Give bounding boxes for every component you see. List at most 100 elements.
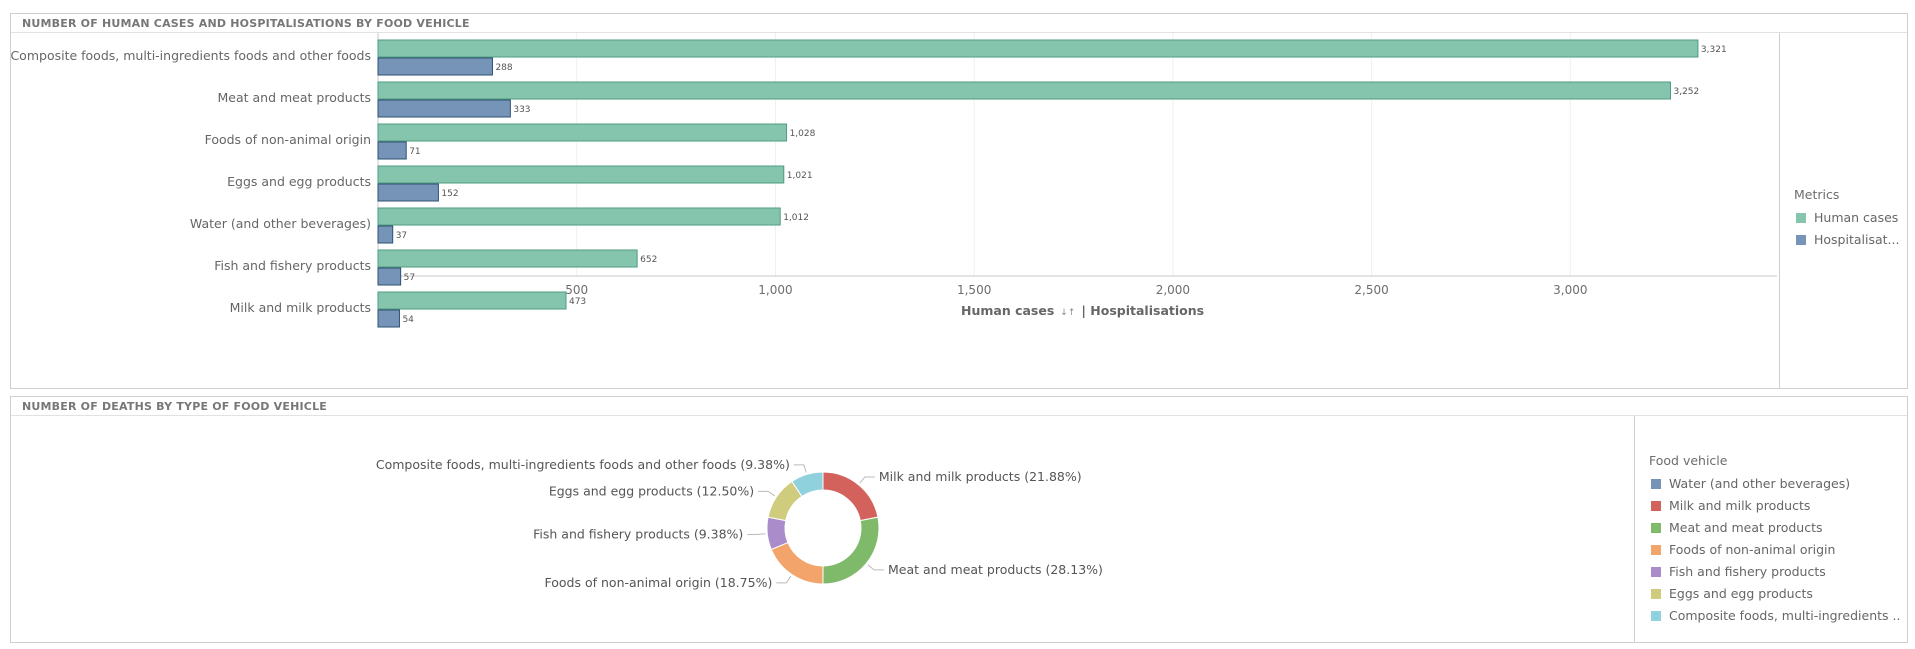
legend-label: Milk and milk products [1669,498,1811,513]
legend-item-food-vehicle[interactable]: Milk and milk products [1651,498,1901,513]
legend-label: Fish and fishery products [1669,564,1826,579]
bar-value-label: 54 [402,315,414,325]
x-tick-label: 3,000 [1553,283,1587,297]
title-rule [11,415,1907,416]
bar-human-cases[interactable] [377,123,788,142]
legend-swatch [1651,479,1661,489]
bar-value-label: 333 [513,105,530,115]
deaths-panel: NUMBER OF DEATHS BY TYPE OF FOOD VEHICLE… [10,396,1908,643]
bar-value-label: 288 [495,63,512,73]
food-vehicle-legend-title: Food vehicle [1649,453,1728,468]
legend-label: Water (and other beverages) [1669,476,1851,491]
slice-leader-line [867,564,885,571]
bar-human-cases[interactable] [377,249,638,268]
slice-leader-line [747,533,766,535]
slice-label: Milk and milk products (21.88%) [879,469,1082,484]
x-axis-title-hosp[interactable]: Hospitalisations [1090,303,1205,318]
sort-icon[interactable]: ↓↑ [1060,308,1076,318]
legend-item-food-vehicle[interactable]: Composite foods, multi-ingredients ... [1651,608,1901,623]
legend-swatch [1651,501,1661,511]
donut-slice[interactable] [822,516,880,585]
legend-item-human-cases[interactable]: Human cases [1796,210,1906,225]
donut-chart: Milk and milk products (21.88%) Meat and … [376,457,1103,590]
legend-divider [1779,33,1780,388]
legend-label: Meat and meat products [1669,520,1823,535]
bar-hospitalisations[interactable] [377,183,439,202]
bar-value-label: 1,021 [787,171,813,181]
bar-hospitalisations[interactable] [377,141,407,160]
pie-chart-title: NUMBER OF DEATHS BY TYPE OF FOOD VEHICLE [22,400,327,413]
legend-swatch [1796,235,1806,245]
legend-swatch [1651,611,1661,621]
x-tick-label: 500 [565,283,588,297]
bar-value-label: 3,321 [1701,45,1727,55]
bar-value-label: 37 [396,231,407,241]
slice-leader-line [776,575,792,584]
category-label: Fish and fishery products [214,258,371,273]
legend-item-food-vehicle[interactable]: Eggs and egg products [1651,586,1901,601]
donut-slice[interactable] [791,471,824,498]
bar-human-cases[interactable] [377,81,1671,100]
bar-value-label: 652 [640,255,657,265]
slice-label: Meat and meat products (28.13%) [888,562,1103,577]
bar-human-cases[interactable] [377,207,781,226]
bar-hospitalisations[interactable] [377,309,400,328]
legend-swatch [1651,523,1661,533]
category-label: Composite foods, multi-ingredients foods… [11,48,371,63]
x-axis-title: Human cases ↓↑ | Hospitalisations [961,303,1205,318]
bar-value-label: 152 [441,189,458,199]
legend-item-food-vehicle[interactable]: Foods of non-animal origin [1651,542,1901,557]
bar-value-label: 3,252 [1673,87,1699,97]
legend-item-food-vehicle[interactable]: Fish and fishery products [1651,564,1901,579]
bar-hospitalisations[interactable] [377,267,402,286]
bar-human-cases[interactable] [377,39,1699,58]
legend-label: Eggs and egg products [1669,586,1813,601]
slice-leader-line [758,490,776,497]
legend-swatch [1651,545,1661,555]
x-axis-title-cases[interactable]: Human cases [961,303,1055,318]
legend-swatch [1796,213,1806,223]
category-label: Meat and meat products [218,90,372,105]
bar-human-cases[interactable] [377,165,785,184]
slice-label: Eggs and egg products (12.50%) [549,483,754,498]
donut-slice[interactable] [770,541,824,585]
x-tick-label: 2,500 [1354,283,1388,297]
donut-slice[interactable] [822,471,879,522]
category-label: Water (and other beverages) [190,216,371,231]
bar-value-label: 1,028 [790,129,816,139]
legend-swatch [1651,567,1661,577]
x-tick-label: 1,000 [758,283,792,297]
legend-label: Composite foods, multi-ingredients ... [1669,608,1901,623]
legend-swatch [1651,589,1661,599]
category-label: Foods of non-animal origin [205,132,371,147]
legend-label: Human cases [1814,210,1899,225]
x-tick-label: 2,000 [1156,283,1190,297]
bar-hospitalisations[interactable] [377,57,493,76]
bar-value-label: 1,012 [783,213,809,223]
title-rule [11,32,1907,33]
x-tick-label: 1,500 [957,283,991,297]
bar-hospitalisations[interactable] [377,99,511,118]
bar-value-label: 473 [569,297,586,307]
slice-label: Composite foods, multi-ingredients foods… [376,457,790,472]
legend-item-food-vehicle[interactable]: Water (and other beverages) [1651,476,1901,491]
legend-label: Hospitalisat... [1814,232,1900,247]
cases-hospitalisations-panel: NUMBER OF HUMAN CASES AND HOSPITALISATIO… [10,13,1908,389]
slice-leader-line [793,464,807,473]
slice-label: Foods of non-animal origin (18.75%) [545,575,773,590]
legend-item-food-vehicle[interactable]: Meat and meat products [1651,520,1901,535]
slice-leader-line [859,476,875,484]
metrics-legend-title: Metrics [1794,187,1840,202]
legend-item-hospitalisations[interactable]: Hospitalisat... [1796,232,1906,247]
bar-value-label: 57 [404,273,415,283]
legend-divider [1634,416,1635,642]
legend-label: Foods of non-animal origin [1669,542,1836,557]
bar-value-label: 71 [409,147,420,157]
category-label: Milk and milk products [230,300,371,315]
bar-chart: 500 1,000 1,500 2,000 2,500 3,000 Composite fo… [11,33,1777,328]
slice-label: Fish and fishery products (9.38%) [533,526,743,541]
bar-chart-title: NUMBER OF HUMAN CASES AND HOSPITALISATIO… [22,17,470,30]
bar-hospitalisations[interactable] [377,225,394,244]
bar-human-cases[interactable] [377,291,567,310]
category-label: Eggs and egg products [227,174,371,189]
